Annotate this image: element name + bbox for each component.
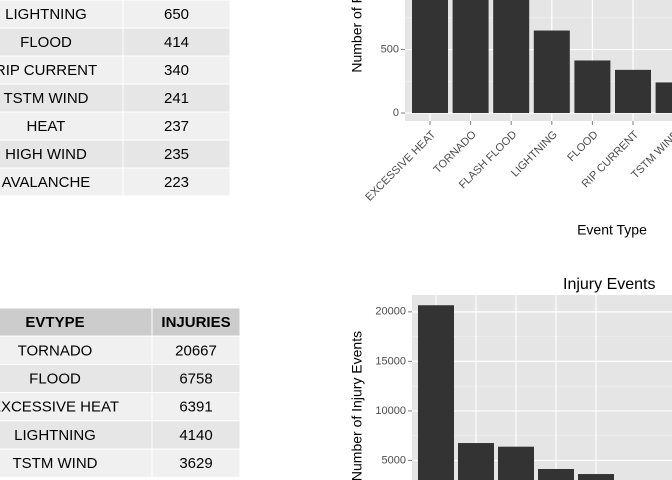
table-row-text: HEAT [27, 118, 66, 135]
y-tick-label: 5000 [382, 454, 406, 466]
table-row-text: 241 [164, 90, 189, 107]
x-tick-label: EXCESSIVE HEAT [363, 128, 438, 203]
table-row-text: 414 [164, 34, 189, 51]
y-tick-label: 20000 [375, 306, 406, 318]
bar [578, 474, 614, 480]
table-row-text: 6758 [179, 370, 212, 387]
table-row-text: 3629 [179, 455, 212, 472]
bar [493, 0, 530, 113]
table-row-cell [0, 363, 153, 394]
table-row-text: HIGH WIND [5, 146, 87, 163]
y-axis-title: Number of Fatalities [349, 0, 365, 73]
table-row-text: EXCESSIVE HEAT [0, 399, 119, 416]
table-row-text: 20667 [175, 342, 217, 359]
table-row-text: LIGHTNING [5, 6, 87, 23]
table-row-cell [122, 83, 231, 113]
bar [533, 30, 570, 113]
table-header-text: INJURIES [161, 314, 230, 331]
table-header-cell [0, 307, 153, 337]
y-axis-title: Number of Injury Events [349, 331, 365, 480]
table-row-text: FLOOD [20, 34, 72, 51]
table-row-cell [122, 55, 231, 85]
table-row-text: 6391 [179, 399, 212, 416]
table-row-text: 235 [164, 146, 189, 163]
table-row-text: TSTM WIND [4, 90, 89, 107]
table-row-cell [0, 167, 124, 197]
y-tick-label: 10000 [375, 405, 406, 417]
table-row-text: 223 [164, 174, 189, 191]
table-row-text: LIGHTNING [14, 427, 96, 444]
bar [452, 0, 489, 113]
table-row-text: TSTM WIND [13, 455, 98, 472]
table-row-text: FLOOD [29, 370, 81, 387]
table-row-cell [151, 335, 241, 365]
plot-panel [412, 295, 672, 480]
table-row-cell [0, 27, 124, 57]
table-row-cell [151, 420, 241, 450]
bar [498, 446, 534, 480]
y-tick-label: 15000 [375, 355, 406, 367]
table-row-cell [0, 55, 124, 85]
y-tick-label: 500 [381, 43, 399, 55]
bar [418, 305, 454, 480]
table-row-text: TORNADO [18, 342, 93, 359]
table-row-text: AVALANCHE [2, 174, 91, 191]
bar [538, 468, 574, 480]
x-axis-title: Event Type [577, 222, 647, 238]
table-row-cell [122, 167, 231, 197]
table-row-cell [151, 392, 241, 422]
table-row-cell [0, 448, 153, 478]
bar [412, 0, 448, 113]
y-tick-label: 0 [393, 107, 399, 119]
table-header-text: EVTYPE [25, 314, 84, 331]
table-row-text: 4140 [179, 427, 212, 444]
table-row-cell [122, 27, 231, 57]
table-row-cell [0, 83, 124, 113]
chart-title: Injury Events [563, 276, 655, 293]
bar [615, 69, 651, 113]
bar [574, 60, 611, 113]
table-row-text: RIP CURRENT [0, 62, 97, 79]
table-row-cell [122, 139, 231, 169]
table-row-text: 650 [164, 6, 189, 23]
table-row-cell [151, 448, 241, 478]
table-header-cell [151, 307, 241, 337]
table-row-text: 340 [164, 62, 189, 79]
table-row-cell [151, 363, 241, 394]
table-row-cell [122, 0, 231, 29]
table-row-cell [0, 392, 153, 422]
bar [655, 82, 672, 113]
x-tick-label: FLOOD [565, 129, 600, 164]
table-row-text: 237 [164, 118, 189, 135]
bar [458, 443, 494, 480]
